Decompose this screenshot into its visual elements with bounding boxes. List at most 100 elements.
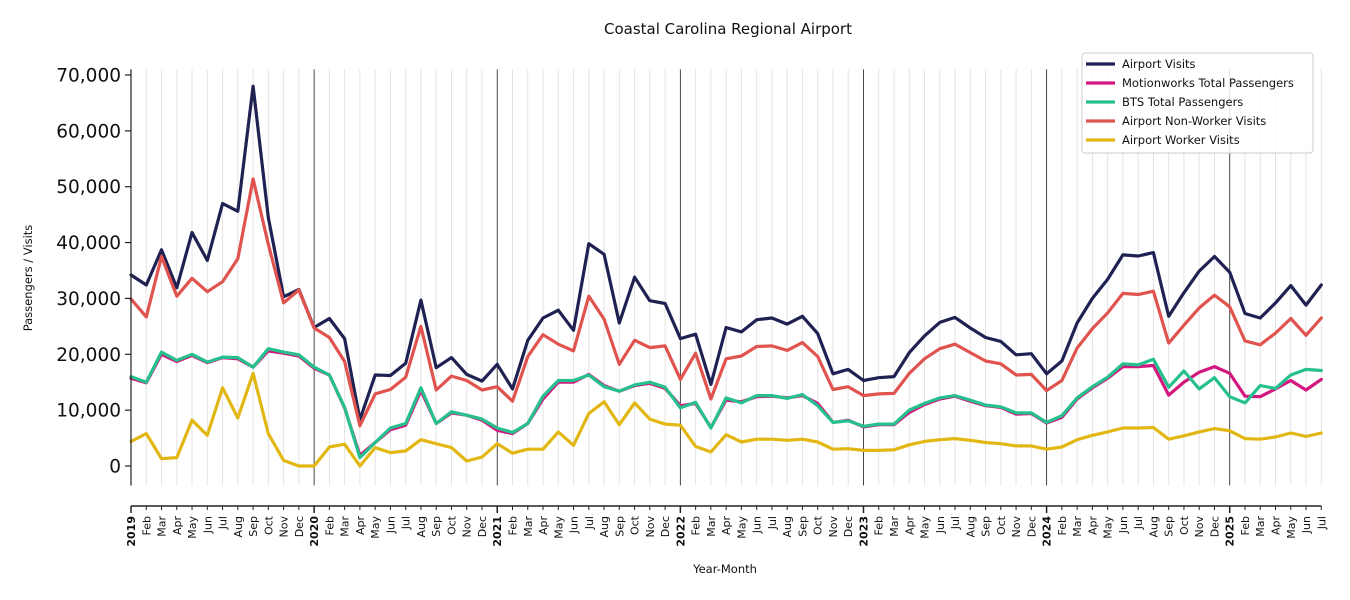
x-tick-label: 2025 xyxy=(1224,516,1237,547)
x-axis-label: Year-Month xyxy=(692,562,757,576)
x-tick-label: Mar xyxy=(1071,516,1084,537)
legend-label: Airport Worker Visits xyxy=(1122,133,1240,147)
x-tick-label: Nov xyxy=(644,516,657,538)
x-tick-label: Mar xyxy=(522,516,535,537)
x-tick-label: Jun xyxy=(1300,516,1313,534)
x-tick-label: Apr xyxy=(720,516,733,536)
x-tick-label: Feb xyxy=(323,516,336,535)
x-tick-label: Feb xyxy=(1239,516,1252,535)
series-lines xyxy=(129,84,1323,468)
x-tick-label: Sep xyxy=(980,516,993,537)
x-tick-label: Mar xyxy=(1254,516,1267,537)
x-tick-label: Aug xyxy=(1147,516,1160,537)
x-tick-label: Oct xyxy=(445,515,458,535)
y-tick-label: 70,000 xyxy=(56,66,121,87)
x-tick-label: Dec xyxy=(1208,516,1221,537)
y-tick-label: 0 xyxy=(109,457,121,478)
x-tick-label: Apr xyxy=(1270,516,1283,536)
x-tick-label: Jul xyxy=(1315,516,1328,530)
legend-label: BTS Total Passengers xyxy=(1122,95,1243,109)
legend-box xyxy=(1081,52,1314,154)
x-tick-label: Oct xyxy=(812,515,825,535)
x-tick-label: Nov xyxy=(827,516,840,538)
x-tick-label: Sep xyxy=(613,516,626,537)
x-tick-label: Feb xyxy=(1056,516,1069,535)
x-tick-label: Jun xyxy=(568,516,581,534)
x-tick-label: Sep xyxy=(1163,516,1176,537)
x-tick-label: Apr xyxy=(354,516,367,536)
x-tick-label: 2023 xyxy=(857,516,870,547)
series-line-bts-total-passengers xyxy=(129,347,1323,460)
y-tick-label: 40,000 xyxy=(56,233,121,254)
x-tick-label: Jul xyxy=(400,516,413,530)
x-tick-label: Aug xyxy=(964,516,977,537)
y-tick-label: 30,000 xyxy=(56,289,121,310)
legend-label: Motionworks Total Passengers xyxy=(1122,76,1294,90)
series-line-airport-worker-visits xyxy=(129,371,1323,468)
x-tick-label: Feb xyxy=(507,516,520,535)
x-tick-label: Apr xyxy=(903,516,916,536)
legend: Airport Visits Motionworks Total Passenge… xyxy=(1081,52,1314,154)
x-tick-label: Nov xyxy=(1193,516,1206,538)
x-tick-label: Jun xyxy=(1117,516,1130,534)
x-tick-label: Aug xyxy=(781,516,794,537)
x-tick-label: May xyxy=(735,516,748,539)
legend-item: Motionworks Total Passengers xyxy=(1086,76,1294,90)
x-tick-label: May xyxy=(1102,516,1115,539)
legend-label: Airport Non-Worker Visits xyxy=(1122,114,1266,128)
y-tick-label: 20,000 xyxy=(56,345,121,366)
legend-item: Airport Visits xyxy=(1086,57,1196,71)
x-tick-label: Sep xyxy=(247,516,260,537)
x-tick-label: Feb xyxy=(690,516,703,535)
y-tick-label: 60,000 xyxy=(56,121,121,142)
x-tick-label: 2020 xyxy=(308,516,321,547)
x-tick-label: 2024 xyxy=(1041,516,1054,547)
x-tick-label: May xyxy=(552,516,565,539)
x-tick-label: Apr xyxy=(1086,516,1099,536)
x-tick-label: May xyxy=(919,516,932,539)
x-tick-label: Sep xyxy=(430,516,443,537)
x-tick-label: Apr xyxy=(171,516,184,536)
x-tick-label: Jun xyxy=(934,516,947,534)
x-tick-label: Aug xyxy=(232,516,245,537)
x-tick-label: Feb xyxy=(873,516,886,535)
y-tick-label: 10,000 xyxy=(56,401,121,422)
x-tick-label: Dec xyxy=(476,516,489,537)
x-tick-label: Sep xyxy=(796,516,809,537)
x-tick-label: Mar xyxy=(705,516,718,537)
x-tick-label: Aug xyxy=(415,516,428,537)
x-tick-label: Aug xyxy=(598,516,611,537)
x-tick-label: Jul xyxy=(949,516,962,530)
x-tick-label: Jul xyxy=(583,516,596,530)
x-tick-label: Mar xyxy=(156,516,169,537)
x-tick-label: Jun xyxy=(201,516,214,534)
x-axis: 2019 Feb Mar Apr May Jun Jul Aug Sep Oct Nov Dec 202… xyxy=(125,505,1328,547)
legend-item: Airport Worker Visits xyxy=(1086,133,1240,147)
y-tick-label: 50,000 xyxy=(56,177,121,198)
legend-item: Airport Non-Worker Visits xyxy=(1086,114,1266,128)
x-tick-label: Mar xyxy=(339,516,352,537)
x-tick-label: Oct xyxy=(1178,515,1191,535)
x-tick-label: Jul xyxy=(1132,516,1145,530)
x-tick-label: 2022 xyxy=(674,516,687,547)
x-tick-label: Nov xyxy=(278,516,291,538)
x-tick-label: Nov xyxy=(461,516,474,538)
x-tick-label: Mar xyxy=(888,516,901,537)
legend-item: BTS Total Passengers xyxy=(1086,95,1243,109)
y-axis-label: Passengers / Visits xyxy=(21,225,35,332)
x-tick-label: May xyxy=(186,516,199,539)
x-tick-label: Jul xyxy=(766,516,779,530)
x-tick-label: May xyxy=(369,516,382,539)
x-tick-label: Dec xyxy=(842,516,855,537)
x-tick-label: 2019 xyxy=(125,516,138,547)
x-tick-label: Dec xyxy=(659,516,672,537)
series-line-airport-non-worker-visits xyxy=(129,177,1323,428)
x-tick-label: Oct xyxy=(629,515,642,535)
x-tick-label: Jun xyxy=(751,516,764,534)
x-tick-label: Dec xyxy=(1025,516,1038,537)
x-tick-label: Oct xyxy=(262,515,275,535)
x-tick-label: Nov xyxy=(1010,516,1023,538)
x-tick-label: Jul xyxy=(217,516,230,530)
chart-title: Coastal Carolina Regional Airport xyxy=(604,20,852,38)
